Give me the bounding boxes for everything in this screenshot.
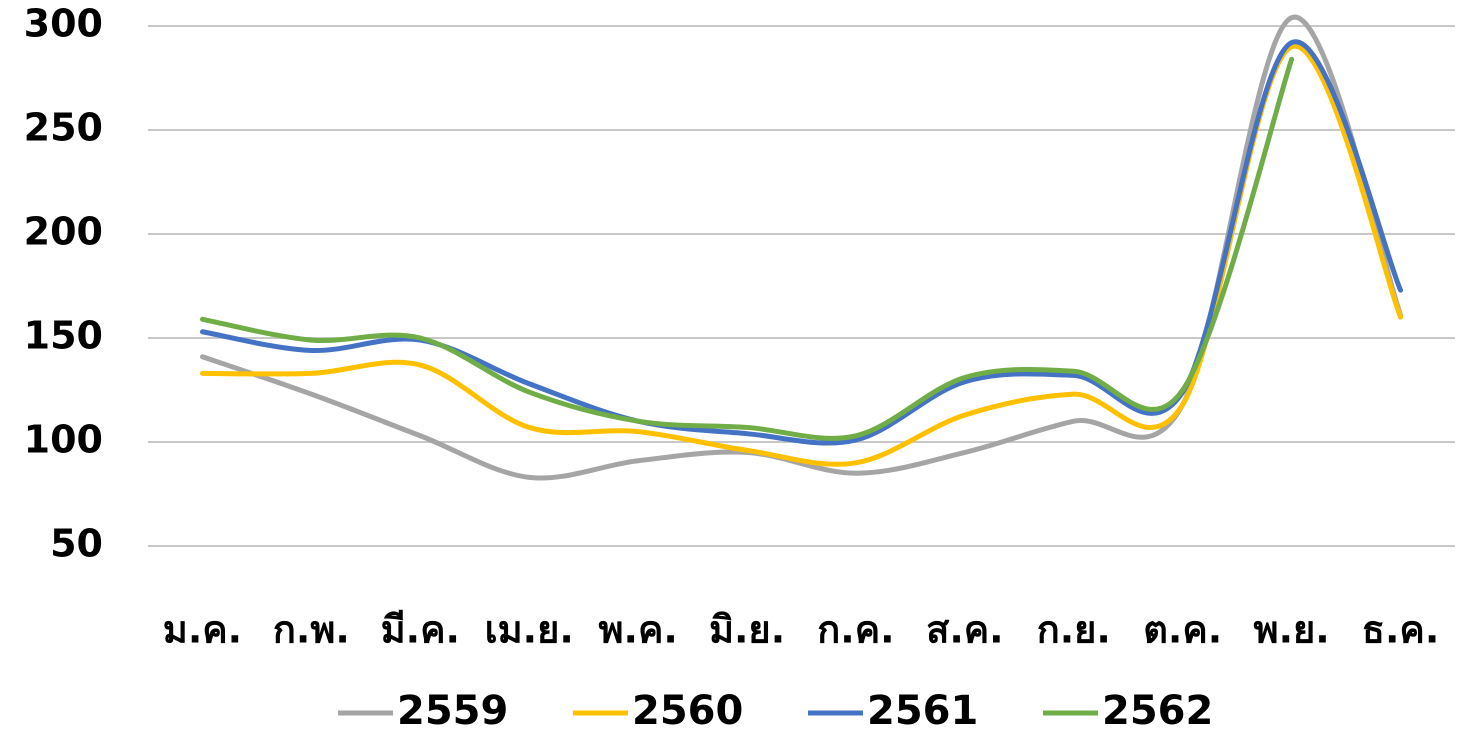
line bbox=[199, 44, 1404, 467]
y-tick-label: 100 bbox=[24, 418, 103, 462]
y-tick-label: 50 bbox=[50, 522, 103, 566]
x-tick-label: ก.พ. bbox=[273, 608, 350, 652]
x-tick-label: ก.ค. bbox=[817, 608, 894, 652]
line bbox=[199, 39, 1404, 446]
legend-label: 2561 bbox=[867, 688, 978, 734]
x-tick-label: ก.ย. bbox=[1037, 608, 1111, 652]
y-tick-label: 300 bbox=[24, 2, 103, 46]
line bbox=[199, 15, 1404, 481]
x-tick-label: ม.ค. bbox=[163, 608, 242, 652]
legend-label: 2560 bbox=[632, 688, 743, 734]
x-tick-label: พ.ย. bbox=[1254, 608, 1330, 652]
x-tick-label: ส.ค. bbox=[926, 608, 1003, 652]
x-tick-label: มี.ค. bbox=[381, 608, 460, 652]
x-tick-label: ธ.ค. bbox=[1362, 608, 1439, 652]
y-tick-label: 250 bbox=[24, 106, 103, 150]
y-tick-label: 150 bbox=[24, 314, 103, 358]
x-tick-label: พ.ค. bbox=[598, 608, 677, 652]
x-tick-label: ต.ค. bbox=[1143, 608, 1222, 652]
line bbox=[199, 56, 1295, 441]
legend-label: 2559 bbox=[397, 688, 508, 734]
x-tick-label: มิ.ย. bbox=[709, 608, 785, 652]
y-tick-label: 200 bbox=[24, 210, 103, 254]
legend-label: 2562 bbox=[1102, 688, 1213, 734]
x-tick-label: เม.ย. bbox=[485, 608, 574, 652]
